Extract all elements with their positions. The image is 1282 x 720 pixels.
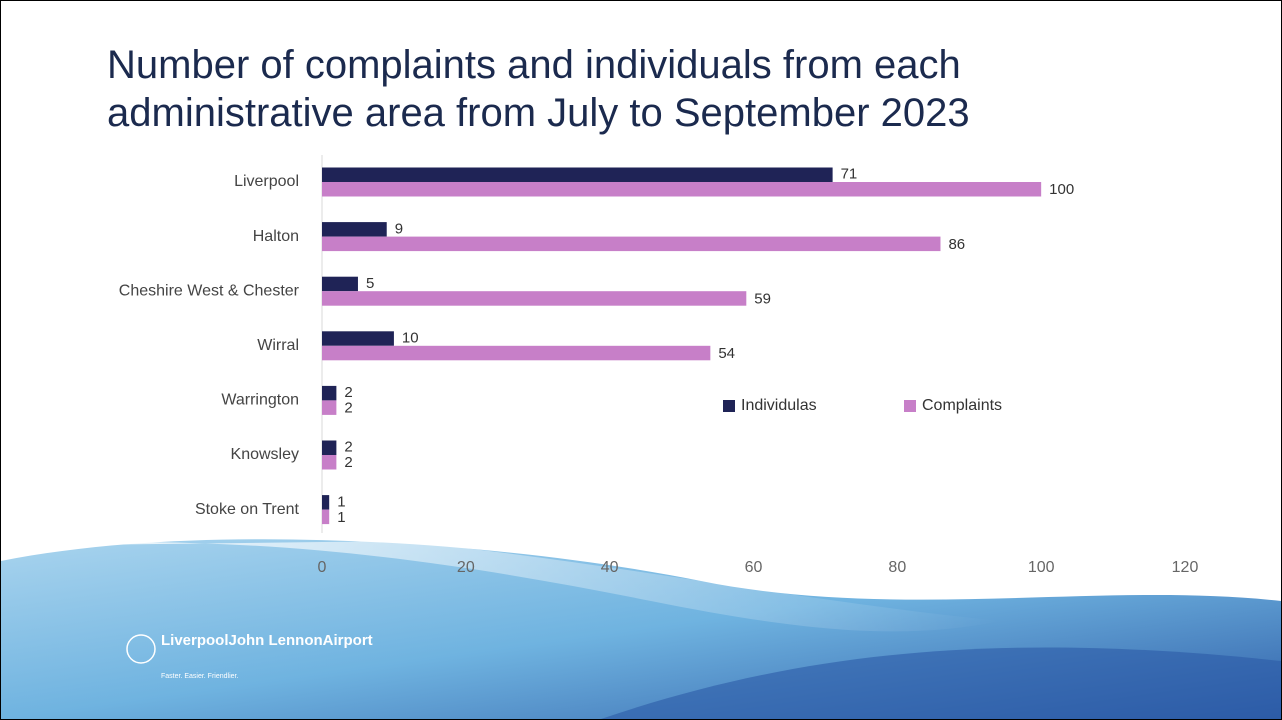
value-label: 2 (344, 384, 352, 401)
bar (322, 276, 358, 292)
value-label: 9 (395, 220, 403, 237)
x-tick-label: 100 (1028, 559, 1055, 576)
legend-label: Individulas (741, 397, 817, 414)
value-label: 1 (337, 493, 345, 510)
x-tick-label: 80 (888, 559, 906, 576)
bar (322, 182, 1042, 197)
value-label: 59 (754, 290, 771, 307)
category-label: Warrington (221, 392, 299, 409)
value-label: 2 (344, 400, 352, 417)
bar (322, 167, 833, 182)
x-tick-label: 20 (457, 559, 475, 576)
legend-label: Complaints (922, 397, 1002, 414)
x-tick-label: 60 (745, 559, 763, 576)
legend-swatch (904, 400, 916, 412)
value-label: 71 (841, 166, 858, 183)
logo-tagline: Faster. Easier. Friendlier. (161, 673, 238, 680)
category-label: Wirral (257, 337, 299, 354)
bar (322, 495, 330, 510)
category-label: Knowsley (231, 446, 299, 463)
bar (322, 440, 337, 455)
value-label: 10 (402, 330, 419, 347)
value-label: 5 (366, 275, 374, 292)
category-label: Cheshire West & Chester (119, 282, 300, 299)
x-tick-label: 0 (318, 559, 327, 576)
bar (322, 455, 337, 470)
bar (322, 236, 941, 252)
x-tick-label: 120 (1172, 559, 1199, 576)
logo-name: LiverpoolJohn LennonAirport (161, 632, 373, 649)
value-label: 86 (948, 236, 965, 253)
category-label: Halton (253, 228, 299, 245)
chart-title: Number of complaints and individuals fro… (107, 43, 970, 135)
bar (322, 509, 330, 525)
logo-icon (126, 634, 156, 664)
category-label: Liverpool (234, 173, 299, 190)
value-label: 54 (718, 345, 735, 362)
value-label: 2 (344, 454, 352, 471)
value-label: 1 (337, 509, 345, 526)
value-label: 100 (1049, 181, 1074, 198)
bar (322, 345, 711, 361)
bar (322, 291, 747, 306)
category-label: Stoke on Trent (195, 501, 300, 518)
bar (322, 331, 394, 346)
bar (322, 400, 337, 415)
x-tick-label: 40 (601, 559, 619, 576)
bar (322, 385, 337, 401)
legend-swatch (723, 400, 735, 412)
value-label: 2 (344, 439, 352, 456)
bar (322, 222, 387, 237)
